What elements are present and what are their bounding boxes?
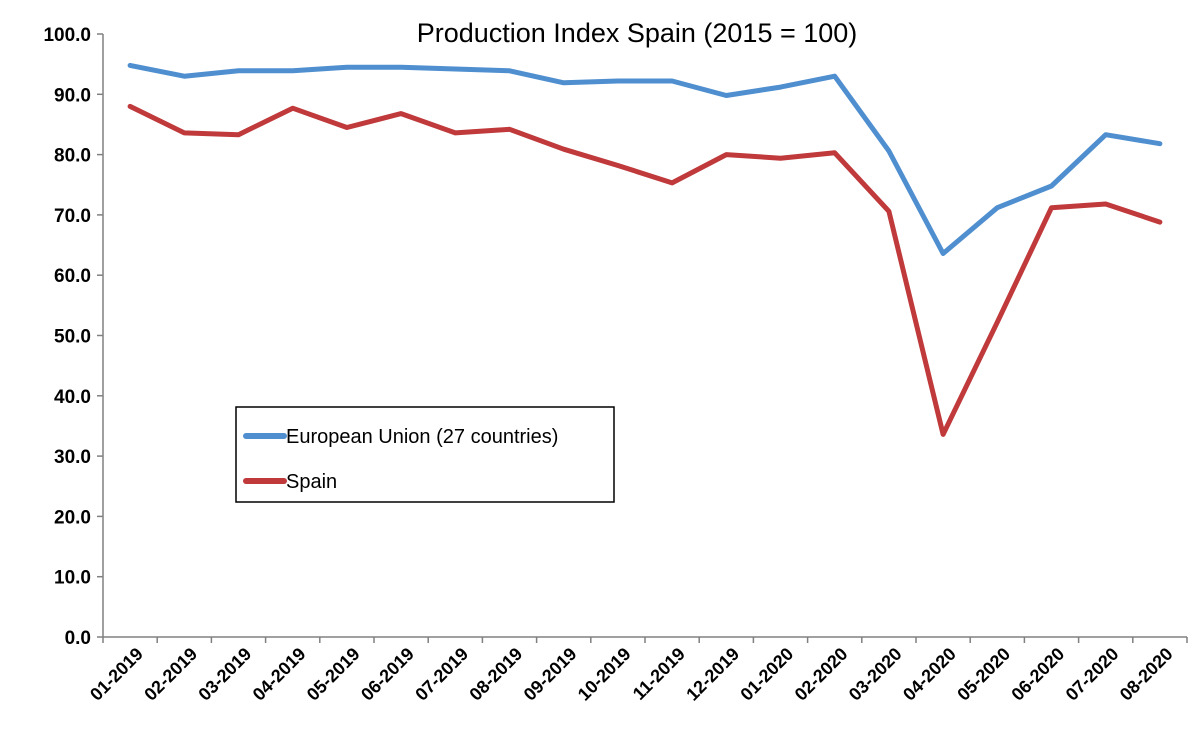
x-tick-label: 04-2020 — [899, 644, 960, 705]
x-axis: 01-201902-201903-201904-201905-201906-20… — [86, 636, 1188, 705]
x-tick-label: 06-2020 — [1007, 644, 1068, 705]
x-tick-label: 04-2019 — [249, 644, 310, 705]
y-tick-label: 50.0 — [54, 327, 91, 348]
x-tick-label: 01-2019 — [86, 644, 147, 705]
y-tick-label: 10.0 — [54, 568, 91, 589]
legend-label-spain: Spain — [286, 471, 337, 493]
chart-title: Production Index Spain (2015 = 100) — [417, 18, 858, 48]
series-lines — [127, 62, 1163, 437]
y-tick-label: 20.0 — [54, 507, 91, 528]
x-tick-label: 03-2020 — [845, 644, 906, 705]
y-tick-label: 30.0 — [54, 447, 91, 468]
y-tick-label: 100.0 — [43, 25, 91, 46]
y-tick-label: 70.0 — [54, 206, 91, 227]
x-tick-label: 09-2019 — [520, 644, 581, 705]
legend: European Union (27 countries) Spain — [235, 406, 615, 503]
x-tick-label: 03-2019 — [194, 644, 255, 705]
x-tick-label: 07-2019 — [411, 644, 472, 705]
x-tick-label: 02-2019 — [140, 644, 201, 705]
x-tick-label: 05-2020 — [953, 644, 1014, 705]
y-tick-label: 40.0 — [54, 387, 91, 408]
y-axis: 0.0 10.0 20.0 30.0 40.0 50.0 60.0 70.0 80.0 90.0 1… — [43, 25, 104, 649]
x-tick-label: 05-2019 — [303, 644, 364, 705]
y-tick-label: 80.0 — [54, 146, 91, 167]
x-tick-label: 08-2020 — [1116, 644, 1177, 705]
series-line-eu — [127, 62, 1163, 256]
y-tick-label: 90.0 — [54, 85, 91, 106]
x-tick-label: 06-2019 — [357, 644, 418, 705]
y-tick-label: 0.0 — [65, 628, 91, 649]
x-tick-label: 10-2019 — [574, 644, 635, 705]
x-tick-label: 07-2020 — [1062, 644, 1123, 705]
y-tick-label: 60.0 — [54, 266, 91, 287]
x-tick-label: 11-2019 — [629, 644, 689, 704]
series-line-spain — [127, 103, 1163, 437]
x-tick-label: 12-2019 — [682, 644, 743, 705]
legend-box — [235, 406, 615, 503]
x-tick-label: 08-2019 — [465, 644, 526, 705]
x-tick-label: 02-2020 — [791, 644, 852, 705]
x-tick-label: 01-2020 — [736, 644, 797, 705]
legend-label-eu: European Union (27 countries) — [286, 426, 558, 448]
